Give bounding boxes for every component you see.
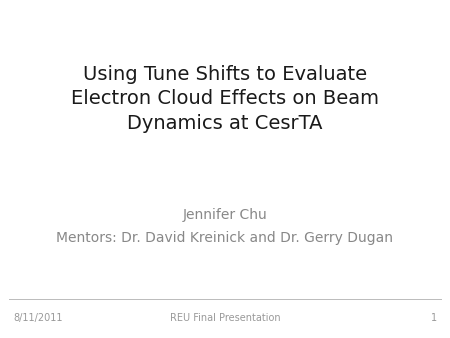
Text: REU Final Presentation: REU Final Presentation	[170, 313, 280, 323]
Text: 8/11/2011: 8/11/2011	[14, 313, 63, 323]
Text: 1: 1	[431, 313, 436, 323]
Text: Jennifer Chu
Mentors: Dr. David Kreinick and Dr. Gerry Dugan: Jennifer Chu Mentors: Dr. David Kreinick…	[57, 208, 393, 245]
Text: Using Tune Shifts to Evaluate
Electron Cloud Effects on Beam
Dynamics at CesrTA: Using Tune Shifts to Evaluate Electron C…	[71, 65, 379, 133]
